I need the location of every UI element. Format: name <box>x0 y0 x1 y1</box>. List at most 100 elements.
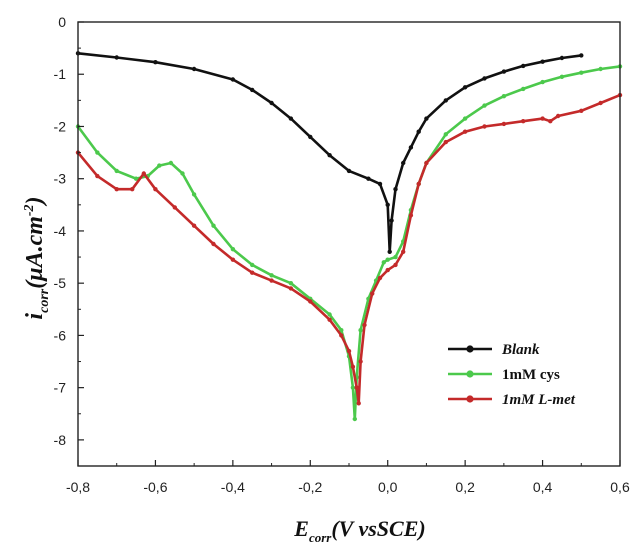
y-axis-title: icorr(μA.cm-2) <box>22 196 52 319</box>
data-point-1mm-cys <box>501 94 507 99</box>
y-axis-title-close: ) <box>22 196 48 206</box>
y-tick-label: -3 <box>54 171 67 187</box>
data-point-1mm-cys <box>191 192 197 197</box>
svg-text:icorr(μA.cm-2): icorr(μA.cm-2) <box>22 196 52 319</box>
y-tick-label: -6 <box>54 327 67 343</box>
data-point-blank <box>377 181 383 187</box>
legend-label: Blank <box>501 342 540 358</box>
legend-marker <box>466 370 474 378</box>
data-point-1mm-l-met <box>540 116 545 121</box>
y-tick-label: -4 <box>54 223 67 239</box>
data-point-1mm-cys <box>352 416 357 422</box>
data-point-1mm-cys <box>381 260 386 265</box>
data-point-1mm-l-met <box>354 385 359 390</box>
data-point-1mm-l-met <box>327 317 332 322</box>
y-axis-title-main: i <box>22 313 48 320</box>
data-point-1mm-cys <box>288 281 294 286</box>
data-point-blank <box>308 134 313 140</box>
series-line-blank <box>77 52 582 254</box>
data-point-1mm-cys <box>598 66 603 72</box>
y-tick-label: -5 <box>54 275 67 291</box>
data-point-blank <box>153 60 158 65</box>
data-point-blank <box>269 100 274 106</box>
data-point-1mm-cys <box>393 254 398 260</box>
data-point-1mm-l-met <box>579 108 584 114</box>
data-point-1mm-l-met <box>362 322 367 328</box>
data-point-blank <box>424 116 429 121</box>
series-1mm-l-met <box>75 92 623 406</box>
data-point-1mm-l-met <box>250 270 255 275</box>
data-point-1mm-l-met <box>462 129 468 134</box>
data-point-1mm-cys <box>95 150 100 155</box>
data-point-blank <box>540 59 545 64</box>
data-point-blank <box>443 98 448 103</box>
legend-item-1mm-l-met: 1mM L-met <box>448 392 576 408</box>
data-point-blank <box>579 53 584 58</box>
y-tick-label: -1 <box>54 66 67 82</box>
x-tick-label: -0,8 <box>66 479 90 495</box>
y-axis-title-sub: corr <box>37 288 52 313</box>
x-axis-title-sub: corr <box>309 530 332 545</box>
data-point-1mm-cys <box>559 74 565 80</box>
x-tick-label: 0,4 <box>533 479 553 495</box>
data-point-1mm-l-met <box>370 291 375 296</box>
data-point-1mm-l-met <box>130 187 135 192</box>
data-point-1mm-cys <box>211 223 216 228</box>
data-point-1mm-l-met <box>114 187 119 192</box>
x-tick-label: 0,6 <box>610 479 630 495</box>
data-point-1mm-l-met <box>191 223 197 228</box>
data-point-1mm-cys <box>540 79 545 85</box>
data-point-1mm-l-met <box>393 262 398 268</box>
x-axis-title-rest: (V vsSCE) <box>331 516 425 541</box>
data-point-1mm-l-met <box>501 121 507 127</box>
data-point-1mm-cys <box>250 262 255 268</box>
data-point-1mm-l-met <box>308 299 313 304</box>
svg-text:Ecorr(V vsSCE): Ecorr(V vsSCE) <box>293 516 425 545</box>
data-point-1mm-cys <box>133 176 139 181</box>
x-axis-title-main: E <box>293 516 309 541</box>
data-point-blank <box>387 249 392 254</box>
data-point-1mm-l-met <box>424 160 429 166</box>
data-point-1mm-l-met <box>358 359 363 364</box>
data-point-1mm-l-met <box>598 100 603 106</box>
data-point-1mm-cys <box>350 385 356 390</box>
data-point-1mm-cys <box>385 257 390 262</box>
data-point-1mm-l-met <box>172 205 177 210</box>
data-point-1mm-l-met <box>443 139 448 145</box>
data-point-1mm-l-met <box>153 187 158 192</box>
data-point-blank <box>191 66 197 72</box>
data-point-1mm-l-met <box>211 241 216 247</box>
data-point-1mm-l-met <box>416 181 421 187</box>
data-point-1mm-l-met <box>521 119 526 124</box>
data-point-blank <box>482 76 487 81</box>
data-point-1mm-l-met <box>346 348 352 354</box>
data-point-1mm-l-met <box>356 401 361 406</box>
data-point-1mm-cys <box>521 86 526 92</box>
y-tick-label: -2 <box>54 118 67 134</box>
data-point-blank <box>501 69 507 74</box>
data-point-1mm-cys <box>579 70 584 75</box>
y-tick-label: -7 <box>54 380 67 396</box>
legend-marker <box>466 395 474 403</box>
data-point-1mm-l-met <box>401 249 406 254</box>
data-point-1mm-cys <box>327 312 332 317</box>
x-tick-label: 0,0 <box>378 479 398 495</box>
data-point-blank <box>288 116 294 121</box>
data-point-1mm-cys <box>462 116 468 121</box>
data-point-1mm-l-met <box>377 275 383 281</box>
y-tick-label: -8 <box>54 432 67 448</box>
legend-label: 1mM cys <box>502 367 560 383</box>
data-point-blank <box>401 160 406 166</box>
data-point-1mm-l-met <box>548 119 553 124</box>
data-point-blank <box>346 168 352 174</box>
data-point-1mm-cys <box>482 103 487 108</box>
data-point-1mm-cys <box>114 168 119 174</box>
data-point-1mm-l-met <box>269 278 274 283</box>
data-point-1mm-l-met <box>555 113 561 119</box>
data-point-1mm-cys <box>339 328 344 333</box>
x-tick-label: -0,6 <box>143 479 167 495</box>
data-point-1mm-cys <box>443 132 448 137</box>
data-point-blank <box>521 63 526 69</box>
ticks-layer: -0,8 -0,6 -0,4 -0,2 0,0 0,2 0,4 0,6 0 -1 -2 -3 -4 -5 -… <box>54 14 630 495</box>
